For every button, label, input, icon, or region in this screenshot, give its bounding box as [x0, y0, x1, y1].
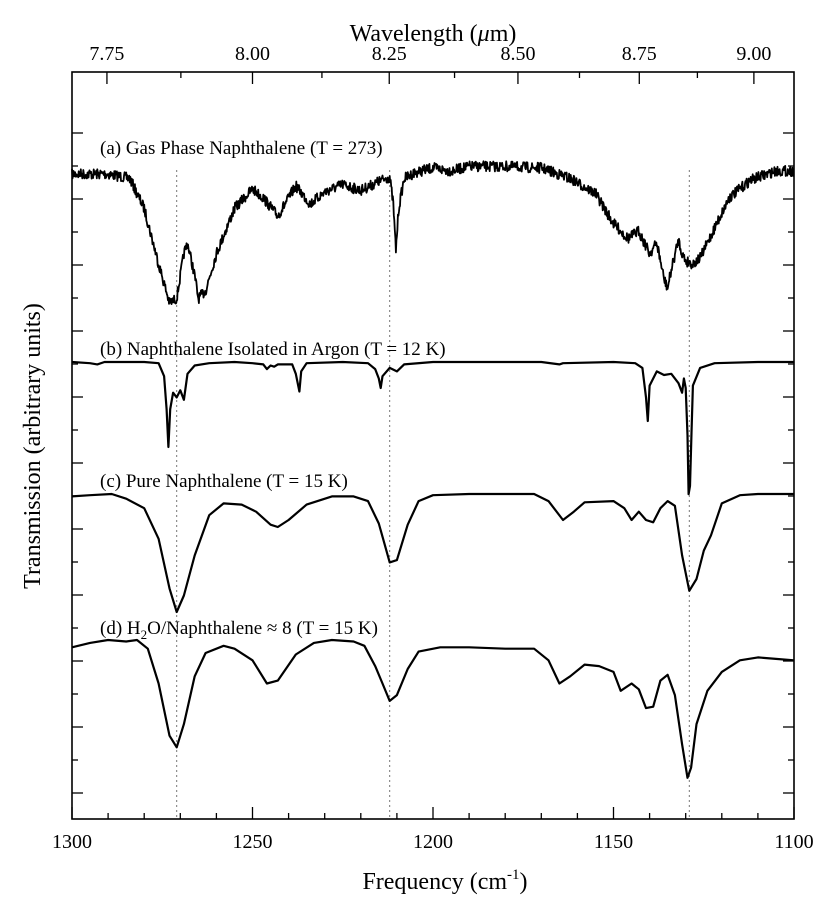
panel-label-b: (b) Naphthalene Isolated in Argon (T = 1…	[100, 339, 446, 360]
top-tick-label: 9.00	[736, 43, 771, 65]
plot-frame	[71, 71, 795, 820]
x-tick-label: 1250	[233, 831, 273, 853]
spectra-series	[71, 160, 795, 779]
axis-ticks	[71, 72, 795, 819]
top-tick-label: 8.75	[622, 43, 657, 65]
x-tick-label: 1100	[774, 831, 813, 853]
spectrum-pure-solid	[71, 492, 794, 614]
y-axis-title: Transmission (arbitrary units)	[20, 303, 46, 589]
spectrum-h2o-mixture	[71, 638, 795, 779]
top-tick-label: 8.25	[372, 43, 407, 65]
panel-label-a: (a) Gas Phase Naphthalene (T = 273)	[100, 138, 383, 159]
top-axis-title: Wavelength (μm)	[350, 21, 517, 47]
spectrum-argon-matrix	[71, 360, 794, 496]
spectrum-gas-phase	[71, 160, 795, 305]
x-tick-label: 1200	[413, 831, 453, 853]
top-tick-label: 8.50	[500, 43, 535, 65]
x-axis-title: Frequency (cm-1)	[362, 867, 527, 895]
top-tick-label: 8.00	[235, 43, 270, 65]
panel-label-c: (c) Pure Naphthalene (T = 15 K)	[100, 471, 348, 492]
x-tick-label: 1150	[594, 831, 633, 853]
x-tick-label: 1300	[52, 831, 92, 853]
tick-labels: 1300 1250 1200 1150 1100 7.75 8.00 8.25 8.50 8.75…	[52, 43, 814, 853]
reference-lines	[176, 170, 690, 819]
panel-label-d: (d) H2O/Naphthalene ≈ 8 (T = 15 K)	[100, 618, 378, 642]
top-tick-label: 7.75	[89, 43, 124, 65]
